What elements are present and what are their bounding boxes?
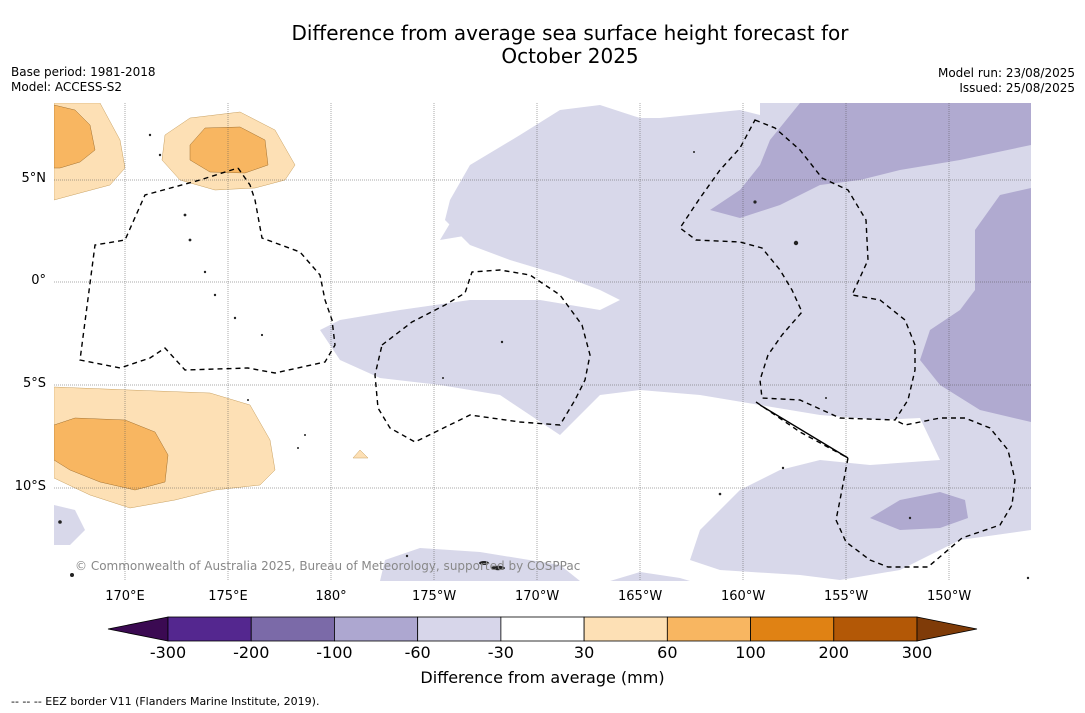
longitude-label: 175°E [208, 589, 248, 604]
strong-positive-southwest [54, 417, 169, 491]
eez-footnote: -- -- -- EEZ border V11 (Flanders Marine… [11, 695, 320, 708]
colorbar-min-extension [107, 616, 169, 642]
colorbar-segment [833, 616, 918, 642]
colorbar-tick-label: 300 [901, 643, 933, 662]
title-line-1: Difference from average sea surface heig… [291, 21, 849, 45]
islands [58, 133, 1030, 580]
strong-negative-region-south [870, 492, 968, 530]
colorbar-segment [583, 616, 668, 642]
negative-anomaly-south [380, 548, 580, 581]
positive-anomaly-islet [352, 449, 369, 459]
colorbar-segment [666, 616, 751, 642]
negative-anomaly-southwest [54, 505, 85, 545]
colorbar-tick-label: -60 [404, 643, 431, 662]
map-title: Difference from average sea surface heig… [0, 22, 1085, 68]
base-period: Base period: 1981-2018 [11, 65, 156, 79]
latitude-label: 5°S [22, 376, 46, 391]
colorbar-tick-label: -300 [149, 643, 187, 662]
longitude-label: 150°W [927, 589, 972, 604]
colorbar-segment [250, 616, 335, 642]
colorbar-segment [417, 616, 502, 642]
strong-negative-region-east [920, 188, 1031, 422]
colorbar-tick-label: 100 [735, 643, 766, 662]
issued-date: Issued: 25/08/2025 [959, 81, 1075, 95]
colorbar-label: Difference from average (mm) [420, 668, 665, 687]
colorbar-segment [750, 616, 835, 642]
colorbar [107, 616, 978, 642]
longitude-label: 175°W [412, 589, 457, 604]
negative-anomaly-southbottom [610, 572, 690, 581]
title-line-2: October 2025 [501, 44, 639, 68]
colorbar-segment [167, 616, 252, 642]
colorbar-segment [334, 616, 419, 642]
longitude-label: 180° [315, 589, 347, 604]
colorbar-tick-label: -200 [233, 643, 270, 662]
eez-border-west [79, 167, 336, 374]
colorbar-max-extension [916, 616, 978, 642]
eez-border-east [679, 119, 916, 421]
sea-height-field: © Commonwealth of Australia 2025, Bureau… [54, 103, 1031, 581]
latitude-label: 0° [31, 273, 46, 288]
copyright-notice: © Commonwealth of Australia 2025, Bureau… [75, 559, 580, 573]
eez-border-central [374, 269, 591, 443]
model-run: Model run: 23/08/2025 [937, 66, 1075, 80]
longitude-label: 165°W [618, 589, 663, 604]
strong-positive-north [189, 126, 269, 174]
strong-negative-region-north [710, 103, 1031, 218]
latitude-label: 10°S [14, 479, 46, 494]
run-info: Model run: 23/08/2025 Issued: 25/08/2025 [938, 66, 1075, 96]
eez-border-south [755, 401, 1016, 568]
gridlines [54, 103, 1031, 581]
eez-borders [79, 119, 1016, 568]
colorbar-tick-label: 60 [657, 643, 678, 662]
colorbar-tick-label: 30 [573, 643, 595, 662]
model-name: Model: ACCESS-S2 [11, 80, 123, 94]
colorbar-tick-label: 200 [818, 643, 850, 662]
longitude-label: 160°W [721, 589, 766, 604]
strong-positive-northwest [54, 104, 96, 169]
colorbar-tick-label: -30 [487, 643, 514, 662]
model-info: Base period: 1981-2018 Model: ACCESS-S2 [11, 65, 156, 95]
longitude-label: 155°W [824, 589, 869, 604]
colorbar-segment [500, 616, 585, 642]
longitude-label: 170°E [105, 589, 145, 604]
longitude-label: 170°W [515, 589, 560, 604]
latitude-label: 5°N [21, 171, 47, 186]
eez-border-diagonal [759, 404, 849, 459]
colorbar-tick-label: -100 [316, 643, 353, 662]
